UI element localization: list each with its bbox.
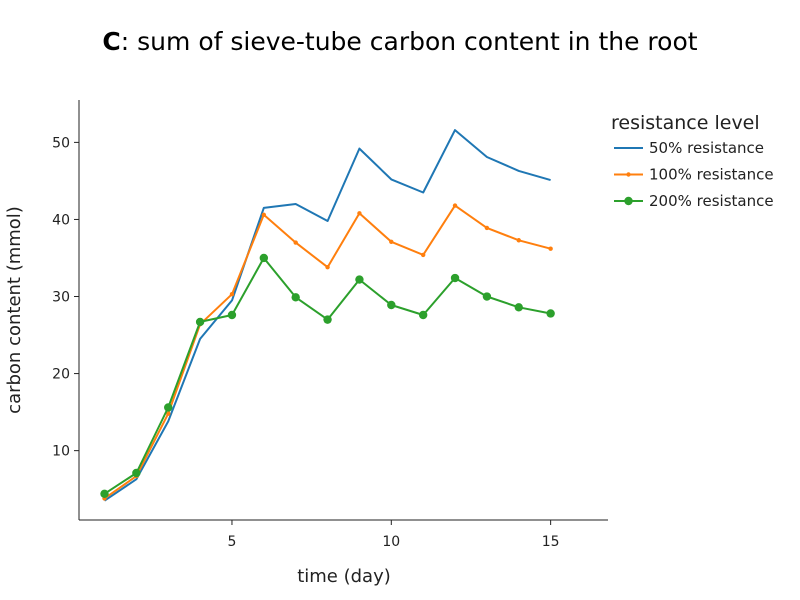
series-line: [103, 129, 551, 502]
x-axis-title: time (day): [297, 566, 391, 587]
data-point: [323, 315, 332, 324]
y-axis-title: carbon content (mmol): [4, 206, 25, 414]
y-tick-label: 50: [52, 135, 70, 151]
data-point: [164, 403, 173, 412]
axes: 10 20 30 40 50 5 10 15: [52, 100, 608, 550]
data-point: [418, 310, 428, 320]
data-point: [195, 317, 205, 327]
data-point: [259, 253, 269, 263]
chart-title-prefix: C: [102, 27, 120, 56]
series-3: [100, 253, 555, 498]
legend-label: 200% resistance: [649, 192, 774, 210]
legend-label: 100% resistance: [649, 166, 774, 184]
data-point: [132, 468, 141, 478]
x-tick-label: 10: [382, 534, 400, 550]
legend-label: 50% resistance: [649, 139, 764, 157]
data-point: [100, 489, 109, 498]
legend: resistance level 50% resistance 100% resi…: [611, 112, 774, 210]
x-tick-label: 5: [228, 534, 237, 550]
data-point: [389, 239, 394, 244]
data-point: [291, 293, 300, 302]
data-point: [325, 265, 330, 270]
legend-item: 50% resistance: [614, 139, 764, 157]
data-point: [452, 203, 458, 208]
y-tick-label: 10: [52, 444, 70, 460]
data-point: [546, 309, 555, 318]
data-point: [293, 240, 298, 245]
data-point: [357, 211, 362, 216]
data-point: [514, 303, 523, 312]
data-point: [261, 212, 267, 218]
x-tick-label: 15: [542, 534, 560, 550]
series-layer: [100, 129, 555, 502]
data-point: [166, 411, 171, 416]
data-point: [227, 310, 237, 320]
series-2: [102, 203, 553, 501]
series-line: [103, 257, 551, 495]
series-1: [103, 129, 551, 502]
legend-swatch-marker: [624, 196, 633, 206]
data-point: [420, 252, 426, 258]
data-point: [484, 225, 490, 231]
legend-swatch-marker: [626, 172, 631, 177]
data-point: [355, 275, 364, 284]
data-point: [450, 273, 460, 283]
y-tick-label: 30: [52, 290, 70, 306]
data-point: [387, 300, 396, 310]
data-point: [482, 292, 492, 301]
data-point: [548, 246, 553, 251]
chart-title: C: sum of sieve-tube carbon content in t…: [102, 27, 697, 56]
legend-title: resistance level: [611, 112, 760, 134]
y-tick-label: 40: [52, 212, 70, 228]
y-tick-label: 20: [52, 367, 70, 383]
series-line: [103, 204, 551, 500]
chart-title-text: : sum of sieve-tube carbon content in th…: [121, 27, 698, 56]
legend-item: 100% resistance: [614, 166, 774, 184]
data-point: [516, 238, 521, 243]
legend-item: 200% resistance: [614, 192, 774, 210]
data-point: [229, 292, 235, 297]
